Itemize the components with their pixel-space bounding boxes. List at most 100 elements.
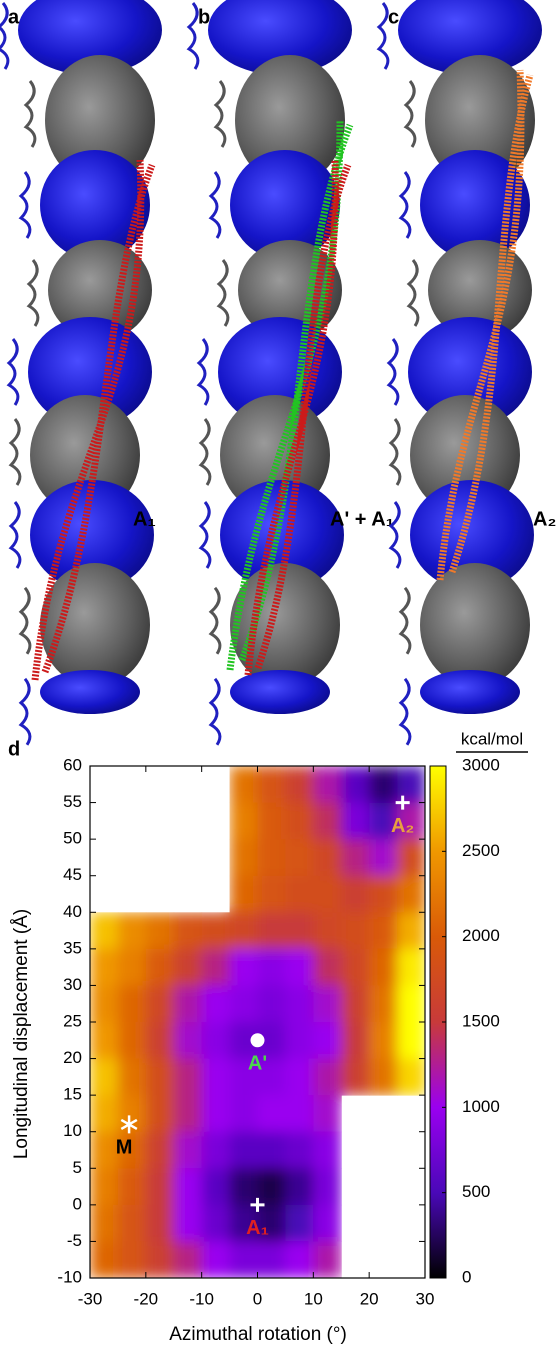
heatmap-cell bbox=[201, 1058, 231, 1096]
marker-label: A₁ bbox=[246, 1217, 269, 1239]
heatmap-cell bbox=[285, 948, 314, 986]
heatmap-cell bbox=[117, 1241, 147, 1279]
heatmap-cell bbox=[90, 912, 119, 950]
heatmap-cell bbox=[341, 766, 370, 804]
ribbon bbox=[213, 80, 227, 148]
ribbon bbox=[0, 2, 10, 70]
heatmap-cell bbox=[201, 1022, 231, 1060]
ribbon bbox=[8, 418, 22, 486]
protein-subunit bbox=[40, 563, 150, 687]
ribbon bbox=[398, 677, 412, 746]
x-tick-label: -30 bbox=[78, 1289, 103, 1308]
heatmap-cell bbox=[313, 1241, 342, 1279]
heatmap-cells bbox=[90, 766, 426, 1279]
heatmap-cell bbox=[229, 1204, 258, 1242]
heatmap-cell bbox=[341, 948, 370, 986]
marker-label: A' bbox=[248, 1053, 267, 1075]
colorbar-tick-label: 0 bbox=[462, 1267, 471, 1286]
heatmap-cell bbox=[201, 1168, 231, 1206]
protein-subunit bbox=[420, 563, 530, 687]
heatmap-cell bbox=[397, 839, 426, 877]
heatmap-cell bbox=[341, 839, 370, 877]
colorbar-tick-label: 3000 bbox=[462, 755, 500, 774]
heatmap-cell bbox=[201, 1095, 231, 1133]
heatmap-cell bbox=[173, 1241, 203, 1279]
heatmap-cell bbox=[90, 948, 119, 986]
panel-letter: b bbox=[198, 6, 210, 28]
heatmap-cell bbox=[257, 1168, 286, 1206]
heatmap-cell bbox=[369, 985, 398, 1023]
heatmap-cell bbox=[341, 802, 370, 840]
heatmap-cell bbox=[397, 1022, 426, 1060]
heatmap-cell bbox=[285, 1022, 314, 1060]
structure-panel: b A' + A₁ bbox=[186, 0, 394, 746]
helix bbox=[254, 163, 352, 670]
helix bbox=[41, 163, 156, 674]
x-tick-label: 30 bbox=[416, 1289, 435, 1308]
heatmap-cell bbox=[369, 766, 398, 804]
heatmap-cell bbox=[229, 802, 258, 840]
x-tick-label: -20 bbox=[134, 1289, 159, 1308]
heatmap-cell bbox=[173, 985, 203, 1023]
y-tick-label: 20 bbox=[63, 1048, 82, 1067]
heatmap-cell bbox=[369, 912, 398, 950]
heatmap-cell bbox=[229, 948, 258, 986]
x-tick-label: 20 bbox=[360, 1289, 379, 1308]
heatmap-cell bbox=[313, 948, 342, 986]
heatmap-cell bbox=[229, 1058, 258, 1096]
protein-subunit bbox=[420, 670, 520, 714]
ribbon bbox=[403, 80, 417, 148]
heatmap-cell bbox=[285, 985, 314, 1023]
ribbon bbox=[216, 259, 230, 327]
heatmap-cell bbox=[229, 875, 258, 913]
protein-subunit bbox=[410, 480, 534, 590]
protein-subunit bbox=[40, 150, 150, 260]
heatmap-cell bbox=[173, 1168, 203, 1206]
y-tick-label: 30 bbox=[63, 975, 82, 994]
ribbon bbox=[26, 259, 40, 327]
ribbon bbox=[208, 677, 222, 746]
panel-label: A₁ bbox=[133, 508, 156, 530]
x-tick-label: -10 bbox=[189, 1289, 214, 1308]
ribbon bbox=[8, 501, 22, 569]
heatmap-area bbox=[90, 766, 426, 1279]
heatmap-cell bbox=[285, 1058, 314, 1096]
panel-letter: d bbox=[8, 738, 20, 760]
ribbon bbox=[6, 338, 20, 406]
heatmap-cell bbox=[90, 1168, 119, 1206]
heatmap-cell bbox=[201, 912, 231, 950]
heatmap-cell bbox=[90, 1022, 119, 1060]
heatmap-cell bbox=[285, 839, 314, 877]
heatmap-cell bbox=[313, 985, 342, 1023]
y-tick-label: 5 bbox=[73, 1158, 82, 1177]
ribbon bbox=[196, 338, 210, 406]
heatmap-cell bbox=[257, 1095, 286, 1133]
heatmap-cell bbox=[90, 1241, 119, 1279]
heatmap-cell bbox=[173, 1022, 203, 1060]
marker bbox=[250, 1197, 265, 1212]
y-tick-label: 50 bbox=[63, 829, 82, 848]
y-tick-label: 40 bbox=[63, 902, 82, 921]
marker bbox=[120, 1115, 138, 1134]
colorbar-tick-label: 500 bbox=[462, 1182, 490, 1201]
helix bbox=[448, 74, 534, 574]
heatmap-cell bbox=[229, 1095, 258, 1133]
heatmap-cell bbox=[90, 985, 119, 1023]
protein-subunit bbox=[425, 55, 535, 185]
heatmap-cell bbox=[117, 1058, 147, 1096]
heatmap-cell bbox=[257, 839, 286, 877]
heatmap-cell bbox=[369, 1022, 398, 1060]
ribbon bbox=[388, 418, 402, 486]
heatmap-cell bbox=[257, 1058, 286, 1096]
heatmap-cell bbox=[257, 766, 286, 804]
heatmap-cell bbox=[369, 948, 398, 986]
heatmap-cell bbox=[173, 1131, 203, 1169]
heatmap-cell bbox=[257, 912, 286, 950]
helix bbox=[226, 119, 344, 671]
heatmap-cell bbox=[257, 875, 286, 913]
heatmap-cell bbox=[257, 1204, 286, 1242]
heatmap-cell bbox=[397, 948, 426, 986]
colorbar-tick-label: 1000 bbox=[462, 1097, 500, 1116]
colorbar-title: kcal/mol bbox=[461, 729, 523, 748]
